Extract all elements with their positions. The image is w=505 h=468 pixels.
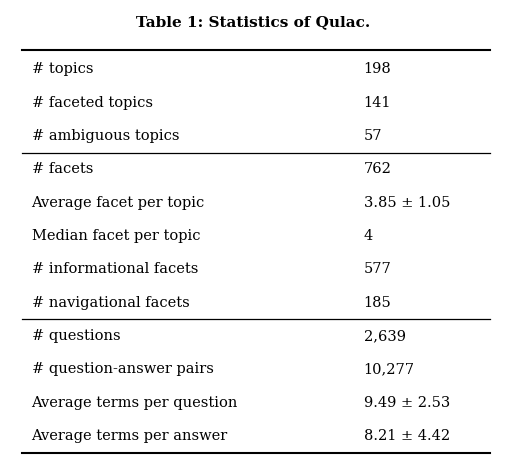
Text: 141: 141 <box>363 95 390 110</box>
Text: Median facet per topic: Median facet per topic <box>31 229 199 243</box>
Text: 3.85 ± 1.05: 3.85 ± 1.05 <box>363 196 449 210</box>
Text: # ambiguous topics: # ambiguous topics <box>31 129 179 143</box>
Text: # facets: # facets <box>31 162 93 176</box>
Text: 577: 577 <box>363 262 391 276</box>
Text: 198: 198 <box>363 62 391 76</box>
Text: 8.21 ± 4.42: 8.21 ± 4.42 <box>363 429 449 443</box>
Text: 57: 57 <box>363 129 381 143</box>
Text: # navigational facets: # navigational facets <box>31 296 189 310</box>
Text: # informational facets: # informational facets <box>31 262 197 276</box>
Text: Average facet per topic: Average facet per topic <box>31 196 205 210</box>
Text: 2,639: 2,639 <box>363 329 405 343</box>
Text: # question-answer pairs: # question-answer pairs <box>31 362 213 376</box>
Text: 185: 185 <box>363 296 391 310</box>
Text: Table 1: Statistics of Qulac.: Table 1: Statistics of Qulac. <box>136 15 369 29</box>
Text: 4: 4 <box>363 229 372 243</box>
Text: Average terms per question: Average terms per question <box>31 395 237 410</box>
Text: 9.49 ± 2.53: 9.49 ± 2.53 <box>363 395 449 410</box>
Text: # faceted topics: # faceted topics <box>31 95 153 110</box>
Text: 762: 762 <box>363 162 391 176</box>
Text: # topics: # topics <box>31 62 93 76</box>
Text: 10,277: 10,277 <box>363 362 414 376</box>
Text: Average terms per answer: Average terms per answer <box>31 429 227 443</box>
Text: # questions: # questions <box>31 329 120 343</box>
